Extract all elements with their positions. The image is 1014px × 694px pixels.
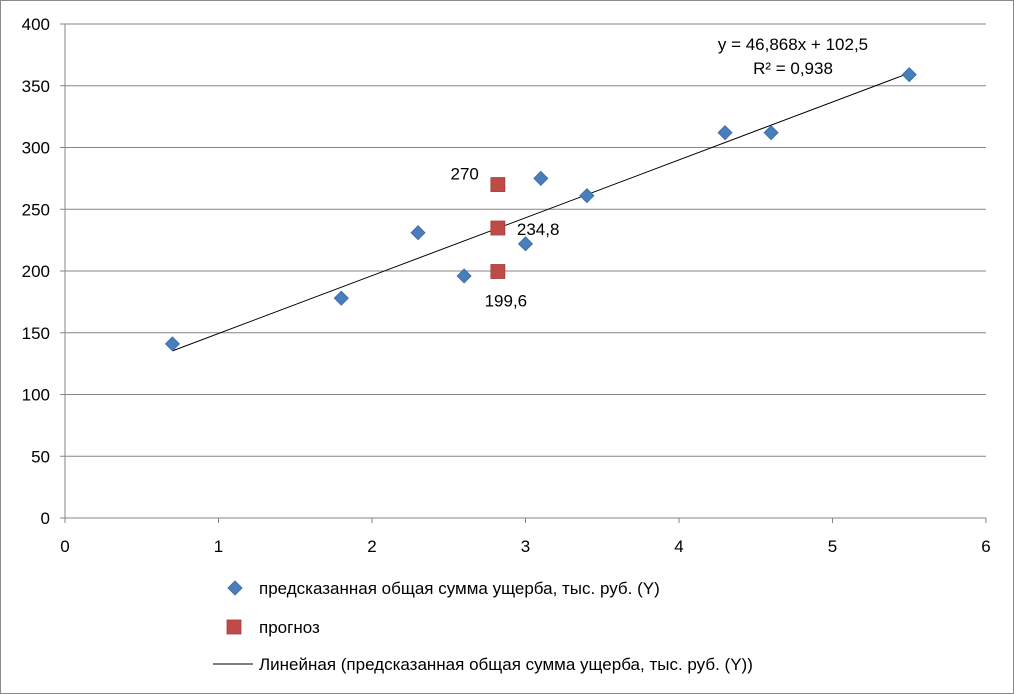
y-tick-label: 50: [31, 447, 50, 466]
data-point-diamond: [410, 225, 426, 241]
legend-square-marker: [226, 619, 242, 635]
trendline: [172, 72, 910, 352]
forecast-data-label: 234,8: [517, 220, 560, 239]
tick-labels: 0 50 100 150 200 250 300 350 400 0 1 2 3 4 5 6: [22, 15, 991, 556]
legend-item-series: предсказанная общая сумма ущерба, тыс. р…: [227, 579, 660, 598]
legend-label-forecast: прогноз: [259, 618, 320, 637]
x-tick-label: 2: [367, 537, 376, 556]
legend-diamond-marker: [227, 580, 243, 596]
data-point-diamond: [901, 67, 917, 83]
y-tick-label: 150: [22, 324, 50, 343]
x-tick-label: 0: [60, 537, 69, 556]
legend-label-trendline: Линейная (предсказанная общая сумма ущер…: [259, 655, 753, 674]
legend-item-forecast: прогноз: [226, 618, 320, 637]
forecast-data-label: 199,6: [485, 291, 528, 310]
x-tick-label: 5: [828, 537, 837, 556]
legend: предсказанная общая сумма ущерба, тыс. р…: [213, 579, 753, 674]
data-points: [164, 67, 917, 352]
data-labels: 270 234,8 199,6: [450, 165, 559, 311]
legend-item-trendline: Линейная (предсказанная общая сумма ущер…: [213, 655, 753, 674]
data-point-diamond: [164, 336, 181, 352]
forecast-data-label: 270: [450, 165, 478, 184]
legend-label-series: предсказанная общая сумма ущерба, тыс. р…: [259, 579, 660, 598]
x-tick-label: 3: [521, 537, 530, 556]
y-tick-label: 100: [22, 386, 50, 405]
trendline-group: [172, 72, 910, 352]
data-point-diamond: [717, 125, 733, 141]
data-point-diamond: [517, 236, 534, 252]
data-point-diamond: [333, 290, 349, 306]
x-tick-label: 4: [674, 537, 683, 556]
y-tick-label: 300: [22, 139, 50, 158]
data-point-diamond: [763, 125, 779, 141]
x-tick-label: 1: [214, 537, 223, 556]
y-tick-label: 350: [22, 77, 50, 96]
y-tick-label: 0: [41, 509, 50, 528]
data-point-diamond: [579, 188, 595, 204]
trendline-equation-text: y = 46,868x + 102,5: [718, 35, 868, 54]
axes: [60, 23, 987, 523]
forecast-point-square: [490, 220, 506, 236]
x-tick-label: 6: [981, 537, 990, 556]
trendline-equation: y = 46,868x + 102,5 R² = 0,938: [718, 35, 868, 78]
data-point-diamond: [456, 268, 472, 284]
forecast-point-square: [490, 264, 506, 279]
grid-lines: [65, 23, 986, 457]
y-tick-label: 400: [22, 15, 50, 34]
trendline-r2-text: R² = 0,938: [753, 59, 833, 78]
y-tick-label: 200: [22, 262, 50, 281]
data-point-diamond: [533, 170, 549, 186]
forecast-point-square: [490, 177, 506, 192]
y-tick-label: 250: [22, 200, 50, 219]
